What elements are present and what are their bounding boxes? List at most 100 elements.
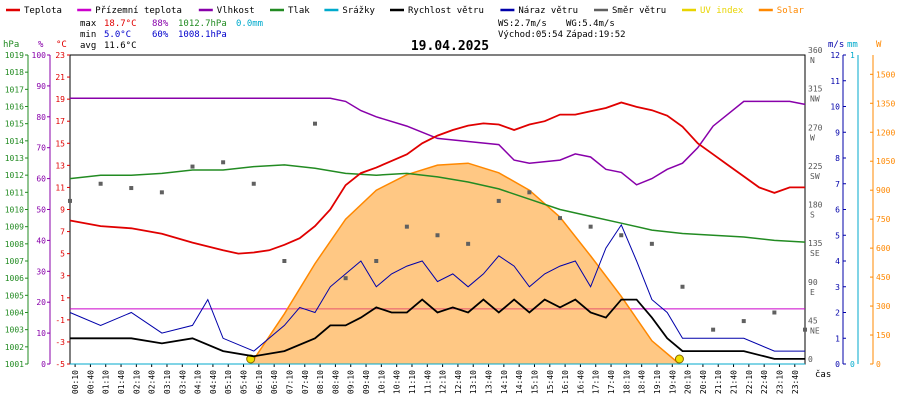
wind-dir-point — [803, 327, 807, 332]
rain-tick-label: 0 — [850, 360, 855, 369]
temperature-tick-label: 23 — [55, 51, 65, 60]
temperature-tick-label: -5 — [55, 360, 65, 369]
x-tick-label: 13:40 — [485, 370, 494, 394]
wind-dir-point — [221, 160, 226, 165]
uv-point — [674, 354, 684, 364]
series-solar-area — [250, 163, 680, 364]
temperature-tick-label: 9 — [60, 206, 65, 215]
wind-dir-point — [496, 198, 501, 203]
solar-tick-label: 1350 — [876, 99, 895, 108]
wind-dir-tick-label: NW — [810, 95, 820, 104]
pressure-tick-label: 1016 — [5, 103, 24, 112]
wind-tick-label: 8 — [835, 154, 840, 163]
wind-dir-point — [527, 190, 532, 195]
right-axes: 360N315NW270W225SW180S135SE90E45NE012111… — [808, 46, 895, 369]
wind-dir-point — [435, 233, 440, 238]
legend-label: Srážky — [342, 6, 375, 16]
x-tick-label: 23:10 — [775, 370, 784, 394]
solar-tick-label: 450 — [876, 273, 891, 282]
stats-avg-temp: 11.6°C — [104, 41, 137, 51]
x-tick-label: 04:10 — [194, 370, 203, 394]
wind-dir-point — [129, 186, 134, 191]
x-tick-label: 21:10 — [714, 370, 723, 394]
x-tick-label: 08:10 — [316, 370, 325, 394]
unit-percent: % — [38, 40, 44, 50]
x-tick-label: 13:10 — [469, 370, 478, 394]
solar-tick-label: 0 — [876, 360, 881, 369]
wind-dir-point — [343, 276, 348, 281]
temperature-tick-label: 21 — [55, 73, 65, 82]
stats-max-press: 1012.7hPa — [178, 19, 227, 29]
x-tick-label: 14:40 — [515, 370, 524, 394]
wind-dir-point — [68, 198, 72, 203]
wind-tick-label: 7 — [835, 180, 840, 189]
x-tick-label: 12:10 — [439, 370, 448, 394]
wind-dir-tick-value: 270 — [808, 123, 823, 132]
wind-tick-label: 4 — [835, 257, 840, 266]
x-tick-label: 00:40 — [86, 370, 95, 394]
stats-max-rain: 0.0mm — [236, 19, 263, 29]
temperature-tick-label: 11 — [55, 183, 65, 192]
x-tick-label: 05:40 — [240, 370, 249, 394]
pressure-tick-label: 1010 — [5, 206, 24, 215]
stats-min-temp: 5.0°C — [104, 30, 131, 40]
stats-min-label: min — [80, 30, 96, 40]
solar-tick-label: 600 — [876, 244, 891, 253]
wind-dir-point — [404, 224, 409, 229]
stats-max-hum: 88% — [152, 19, 169, 29]
wind-dir-tick-label: S — [810, 211, 815, 220]
series-pressure-line — [69, 164, 806, 243]
wind-dir-point — [466, 241, 471, 246]
pressure-tick-label: 1014 — [5, 137, 24, 146]
stats-min-press: 1008.1hPa — [178, 30, 227, 40]
pressure-tick-label: 1002 — [5, 343, 24, 352]
axis-units: hPa % °C m/s mm W čas — [3, 40, 882, 380]
x-tick-label: 09:10 — [347, 370, 356, 394]
pressure-tick-label: 1009 — [5, 223, 24, 232]
legend-label: Přízemní teplota — [95, 6, 182, 16]
x-tick-label: 01:10 — [102, 370, 111, 394]
wind-dir-point — [282, 259, 287, 263]
wind-dir-tick-value: 90 — [808, 278, 818, 287]
stats-min-hum: 60% — [152, 30, 169, 40]
wind-dir-point — [190, 164, 195, 169]
pressure-tick-label: 1001 — [5, 360, 24, 369]
x-tick-label: 17:40 — [607, 370, 616, 394]
pressure-tick-label: 1007 — [5, 257, 24, 266]
wind-dir-point — [98, 181, 103, 186]
wind-dir-point — [374, 259, 379, 263]
wind-tick-label: 3 — [835, 283, 840, 292]
unit-celsius: °C — [56, 40, 67, 50]
solar-tick-label: 750 — [876, 215, 891, 224]
humidity-tick-label: 80 — [36, 113, 46, 122]
x-tick-label: 11:40 — [423, 370, 432, 394]
pressure-tick-label: 1008 — [5, 240, 24, 249]
temperature-tick-label: 17 — [55, 117, 65, 126]
x-tick-label: 20:40 — [699, 370, 708, 394]
solar-tick-label: 300 — [876, 302, 891, 311]
x-tick-label: 06:10 — [255, 370, 264, 394]
pressure-tick-label: 1015 — [5, 120, 24, 129]
legend: Teplota Přízemní teplota Vlhkost Tlak Srážky… — [6, 6, 804, 16]
x-tick-label: 05:10 — [224, 370, 233, 394]
x-tick-label: 14:10 — [500, 370, 509, 394]
x-tick-label: 03:40 — [178, 370, 187, 394]
wind-dir-point — [558, 216, 562, 221]
rain-tick-label: 1 — [850, 51, 855, 60]
wind-dir-tick-label: E — [810, 288, 815, 297]
wind-dir-point — [588, 224, 593, 229]
legend-label: Solar — [777, 6, 805, 16]
x-tick-label: 15:40 — [546, 370, 555, 394]
info-block: WS:2.7m/s WG:5.4m/s Východ:05:54 Západ:1… — [498, 19, 626, 40]
x-tick-label: 10:10 — [377, 370, 386, 394]
legend-label: Tlak — [288, 6, 310, 16]
x-tick-label: 18:40 — [638, 370, 647, 394]
series-gust-line — [69, 223, 805, 352]
pressure-tick-label: 1003 — [5, 326, 24, 335]
x-axis: 00:10 00:40 01:10 01:40 02:10 02:40 03:10 03:40… — [71, 364, 800, 394]
unit-cas: čas — [815, 369, 831, 380]
unit-w: W — [876, 40, 882, 50]
legend-label: Teplota — [24, 6, 62, 16]
wind-tick-label: 1 — [835, 334, 840, 343]
